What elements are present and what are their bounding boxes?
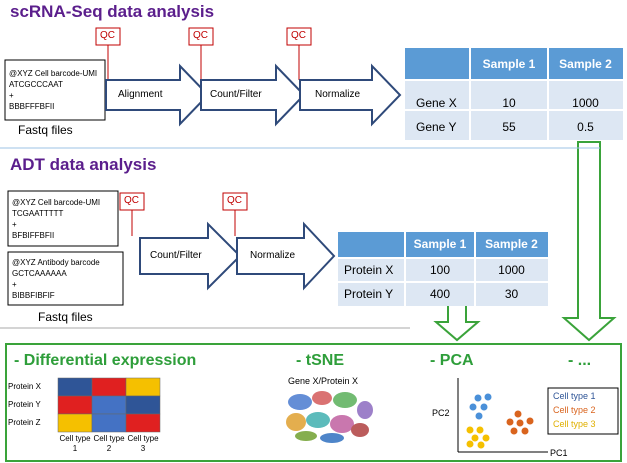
qc-label: QC xyxy=(124,195,139,206)
fastq-line: BIBBFIBFIF xyxy=(12,291,55,300)
analysis-heading: - ... xyxy=(568,352,592,369)
fastq-line: @XYZ Cell barcode-UMI xyxy=(9,69,98,78)
fastq-line: BFBIFFBFII xyxy=(12,231,55,240)
heatmap-col-label: Cell type 1 xyxy=(59,434,91,453)
heatmap-col-label: Cell type 3 xyxy=(127,434,159,453)
fastq-line: TCGAATTTTT xyxy=(12,209,64,218)
table-header: Sample 2 xyxy=(559,57,612,71)
fastq-line: BBBFFFBFII xyxy=(9,102,55,111)
heatmap-row-label: Protein Z xyxy=(8,418,41,427)
qc-label: QC xyxy=(193,30,208,41)
qc-label: QC xyxy=(227,195,242,206)
table-cell: 1000 xyxy=(498,263,525,277)
table-header: Sample 2 xyxy=(485,237,538,251)
fastq-line: ATCGCCCAAT xyxy=(9,80,63,89)
step-label: Normalize xyxy=(315,89,361,100)
table-header: Sample 1 xyxy=(482,57,536,71)
fastq-line: + xyxy=(12,280,17,289)
table-cell: Gene Y xyxy=(416,120,457,134)
step-label: Count/Filter xyxy=(210,89,262,100)
fastq-line: @XYZ Antibody barcode xyxy=(12,258,100,267)
analysis-heading: - Differential expression xyxy=(14,352,197,369)
analysis-heading: - PCA xyxy=(430,352,474,369)
table-cell: Gene X xyxy=(416,96,457,110)
step-label: Normalize xyxy=(250,250,296,261)
heatmap-row-label: Protein X xyxy=(8,382,41,391)
table-cell: 400 xyxy=(429,287,451,301)
fastq-label: Fastq files xyxy=(18,123,73,137)
table-header: Sample 1 xyxy=(413,237,467,251)
fastq-label: Fastq files xyxy=(38,310,93,324)
table-cell: 30 xyxy=(504,287,519,301)
heatmap-col-label: Cell type 2 xyxy=(93,434,125,453)
section-title: scRNA-Seq data analysis xyxy=(10,2,215,21)
axis-label: PC1 xyxy=(550,448,568,458)
step-label: Count/Filter xyxy=(150,250,202,261)
table-cell: 100 xyxy=(429,263,451,277)
tsne-label: Gene X/Protein X xyxy=(288,376,359,386)
legend-entry: Cell type 1 xyxy=(553,391,596,401)
table-cell: 1000 xyxy=(572,96,599,110)
fastq-line: + xyxy=(12,220,17,229)
axis-label: PC2 xyxy=(432,408,450,418)
table-cell: 0.5 xyxy=(577,120,594,134)
legend-entry: Cell type 3 xyxy=(553,419,596,429)
table-cell: Protein Y xyxy=(344,287,394,301)
analysis-heading: - tSNE xyxy=(296,352,344,369)
fastq-line: + xyxy=(9,91,14,100)
legend-entry: Cell type 2 xyxy=(553,405,596,415)
table-cell: 55 xyxy=(502,120,516,134)
heatmap-row-label: Protein Y xyxy=(8,400,41,409)
table-cell: Protein X xyxy=(344,263,394,277)
fastq-line: @XYZ Cell barcode-UMI xyxy=(12,198,101,207)
qc-label: QC xyxy=(291,30,306,41)
qc-label: QC xyxy=(100,30,115,41)
fastq-line: GCTCAAAAAA xyxy=(12,269,67,278)
step-label: Alignment xyxy=(118,89,163,100)
section-title: ADT data analysis xyxy=(10,155,157,174)
table-cell: 10 xyxy=(502,96,516,110)
